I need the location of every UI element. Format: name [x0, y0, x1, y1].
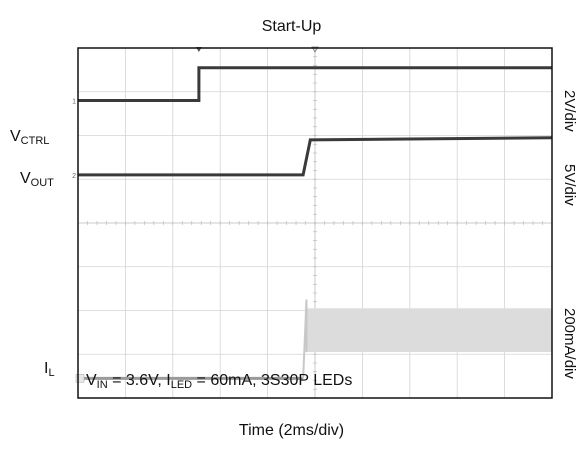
plot-traces: 12 — [72, 66, 553, 383]
trace-il-ripple — [306, 308, 552, 353]
channel-marker-vctrl: 1 — [72, 99, 76, 106]
channel-label-vctrl: VCTRL — [10, 128, 50, 147]
x-axis-label: Time (2ms/div) — [238, 422, 345, 439]
channel-label-il: IL — [44, 360, 55, 379]
plot-frame — [77, 47, 553, 399]
channel-label-vout: VOUT — [20, 170, 54, 189]
conditions-annotation: VIN = 3.6V, ILED = 60mA, 3S30P LEDs — [86, 372, 353, 391]
trace-vout — [78, 136, 553, 177]
scale-label-vout: 5V/div — [561, 164, 578, 206]
channel-marker-vout: 2 — [72, 173, 76, 180]
channel-marker-il — [75, 374, 85, 383]
trace-vctrl — [78, 66, 552, 102]
scale-label-vctrl: 2V/div — [561, 90, 578, 132]
trigger-marker — [311, 46, 319, 53]
chart-title: Start-Up — [261, 18, 322, 35]
scale-label-il: 200mA/div — [561, 308, 578, 379]
